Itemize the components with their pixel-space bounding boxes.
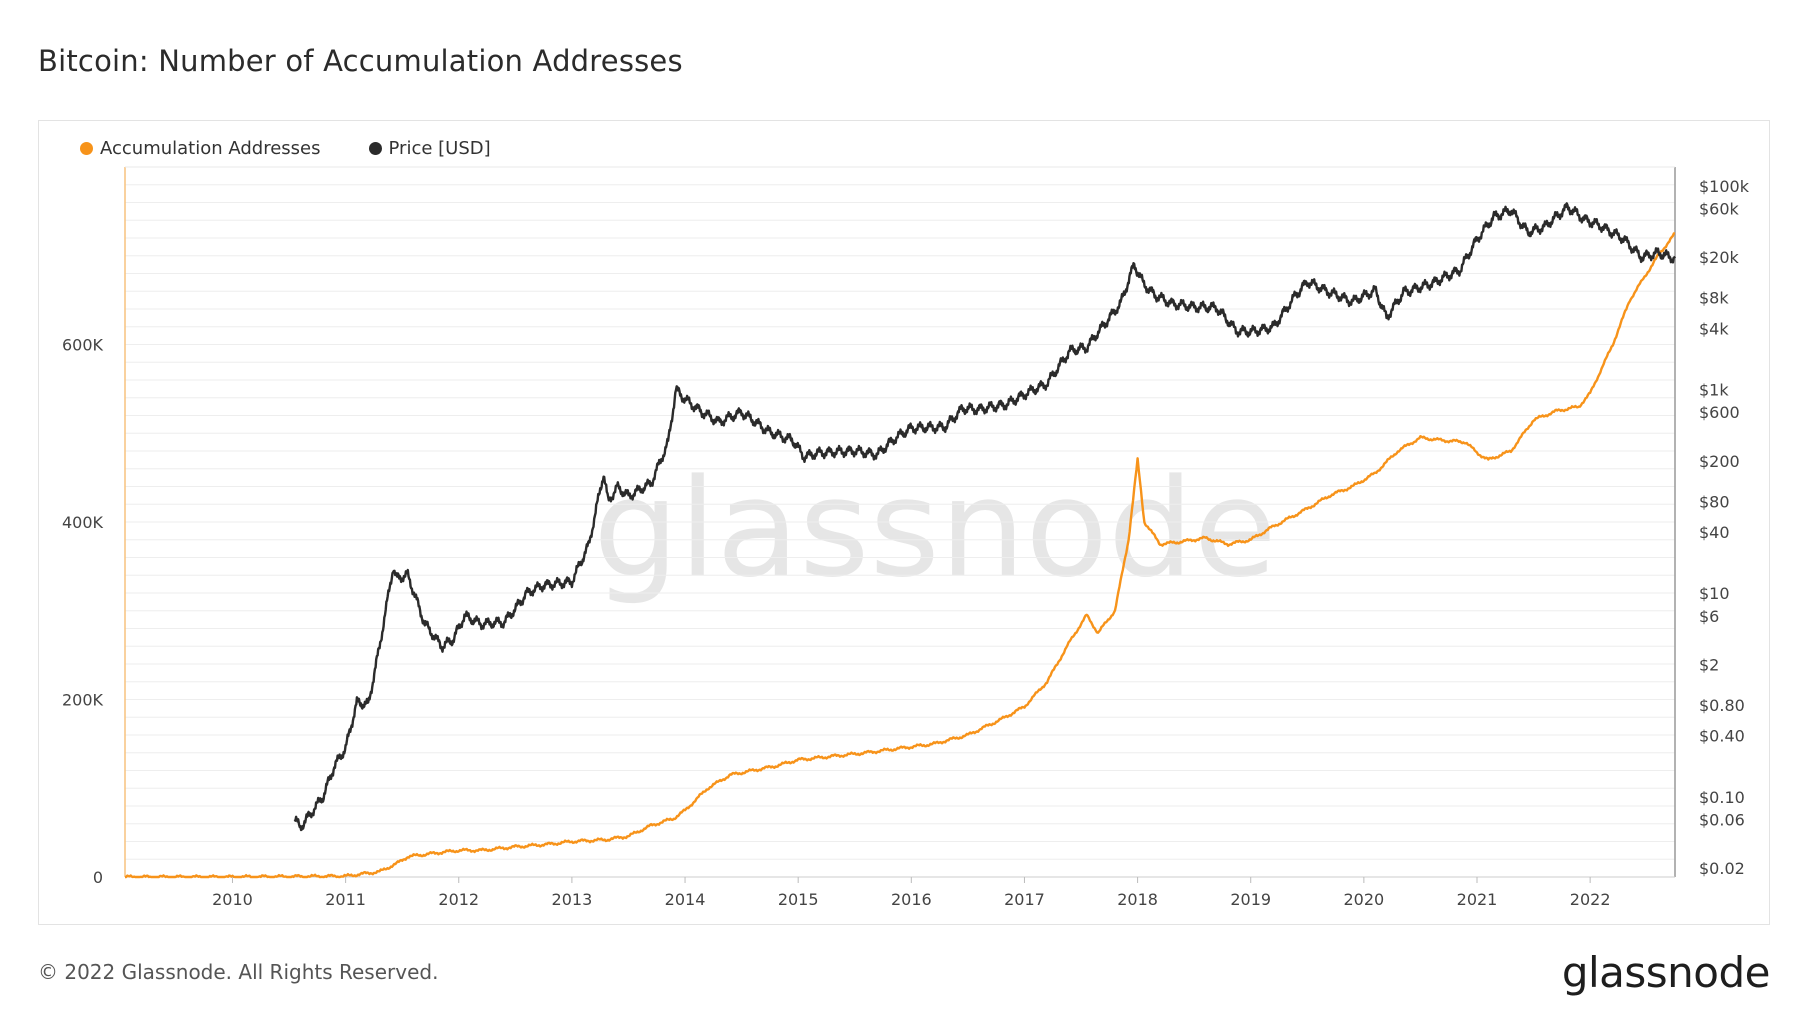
y-right-tick-label: $4k (1699, 319, 1729, 338)
x-tick-label: 2022 (1570, 890, 1611, 909)
x-tick-label: 2016 (891, 890, 932, 909)
y-left-tick-label: 0 (93, 868, 103, 887)
chart-watermark: glassnode (593, 450, 1277, 607)
x-tick-label: 2017 (1004, 890, 1045, 909)
y-right-tick-label: $1k (1699, 381, 1729, 400)
y-right-tick-label: $80 (1699, 492, 1730, 511)
legend-item-accumulation[interactable]: Accumulation Addresses (80, 138, 321, 159)
grid-layer (125, 166, 1675, 878)
y-right-tick-label: $8k (1699, 289, 1729, 308)
y-right-tick-label: $0.06 (1699, 810, 1745, 829)
x-tick-label: 2012 (438, 890, 479, 909)
y-right-tick-label: $0.10 (1699, 788, 1745, 807)
y-right-tick-label: $6 (1699, 607, 1719, 626)
series-line-price (293, 202, 1676, 832)
glassnode-logo: glassnode (1561, 948, 1771, 997)
x-tick-label: 2011 (325, 890, 366, 909)
legend-label-accumulation: Accumulation Addresses (100, 138, 321, 159)
y-right-tick-label: $0.02 (1699, 859, 1745, 878)
tick-layer: 2010 2011 2012 2013 2014 2015 2016 2017 2018 2019… (62, 177, 1750, 909)
y-right-tick-label: $0.80 (1699, 696, 1745, 715)
legend-dot-price (368, 142, 382, 155)
y-left-tick-label: 400K (62, 513, 104, 532)
x-tick-label: 2018 (1117, 890, 1158, 909)
axis-layer (124, 166, 1676, 878)
y-right-tick-label: $200 (1699, 452, 1740, 471)
chart-legend: Accumulation Addresses Price [USD] (80, 138, 491, 159)
footer-copyright: © 2022 Glassnode. All Rights Reserved. (38, 960, 439, 984)
chart-frame (38, 120, 1770, 925)
y-right-tick-label: $0.40 (1699, 727, 1745, 746)
y-right-tick-label: $600 (1699, 403, 1740, 422)
y-right-tick-label: $60k (1699, 200, 1740, 219)
x-tick-label: 2010 (212, 890, 253, 909)
legend-item-price[interactable]: Price [USD] (368, 138, 491, 159)
y-left-tick-label: 200K (62, 691, 104, 710)
legend-dot-accumulation (80, 142, 93, 155)
series-line-accumulation (124, 232, 1676, 879)
page-title: Bitcoin: Number of Accumulation Addresse… (38, 44, 683, 78)
y-right-tick-label: $2 (1699, 655, 1719, 674)
x-tick-label: 2014 (665, 890, 706, 909)
y-right-tick-label: $100k (1699, 177, 1750, 196)
y-right-tick-label: $20k (1699, 248, 1740, 267)
x-tick-label: 2015 (778, 890, 819, 909)
y-right-tick-label: $10 (1699, 584, 1730, 603)
y-left-tick-label: 600K (62, 336, 104, 355)
legend-label-price: Price [USD] (388, 138, 491, 159)
x-tick-label: 2021 (1457, 890, 1498, 909)
x-tick-label: 2013 (552, 890, 593, 909)
series-layer (124, 202, 1676, 879)
x-tick-label: 2020 (1344, 890, 1385, 909)
x-tick-label: 2019 (1230, 890, 1271, 909)
y-right-tick-label: $40 (1699, 523, 1730, 542)
